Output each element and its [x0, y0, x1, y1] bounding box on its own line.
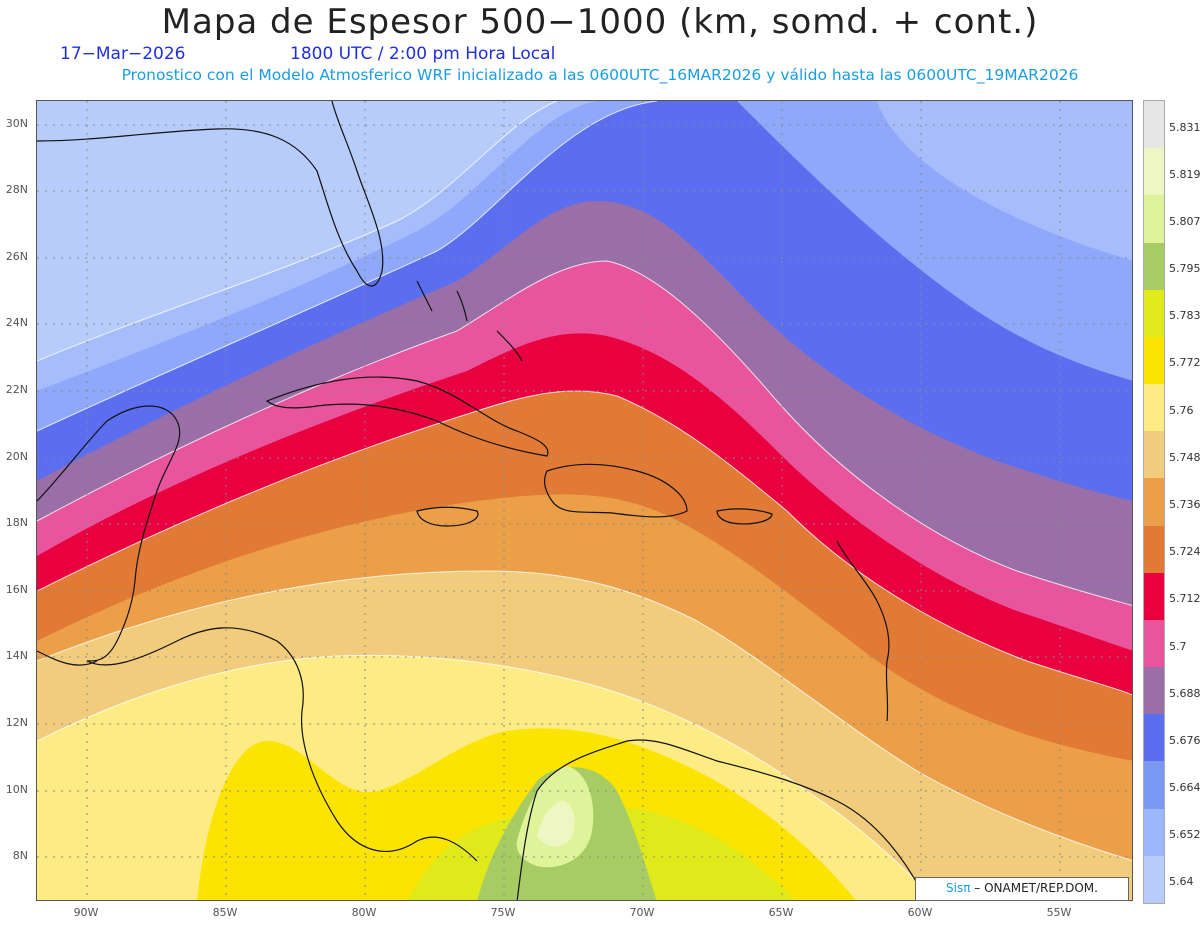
lat-label: 18N	[5, 516, 28, 529]
map-title: Mapa de Espesor 500−1000 (km, somd. + co…	[161, 2, 1039, 42]
colorbar-segment	[1144, 808, 1164, 856]
colorbar-level-label: 5.795	[1169, 262, 1200, 276]
colorbar-level-label: 5.748	[1169, 450, 1200, 464]
lon-label: 75W	[490, 906, 516, 919]
colorbar-level-label: 5.807	[1169, 214, 1200, 228]
lat-label: 14N	[5, 649, 28, 662]
colorbar-segment	[1144, 242, 1164, 290]
colorbar-segment	[1144, 855, 1164, 903]
colorbar	[1143, 100, 1165, 904]
lat-label: 28N	[5, 183, 28, 196]
lat-label: 10N	[5, 783, 28, 796]
lon-label: 55W	[1046, 906, 1072, 919]
lat-label: 30N	[5, 117, 28, 130]
colorbar-level-label: 5.819	[1169, 167, 1200, 181]
thickness-map	[36, 100, 1133, 901]
colorbar-level-label: 5.831	[1169, 120, 1200, 134]
lon-label: 90W	[73, 906, 99, 919]
colorbar-level-label: 5.688	[1169, 686, 1200, 700]
colorbar-level-label: 5.772	[1169, 356, 1200, 370]
colorbar-level-label: 5.736	[1169, 498, 1200, 511]
colorbar-level-label: 5.76	[1169, 403, 1194, 417]
credit-brand: Sisπ	[946, 881, 971, 895]
colorbar-level-label: 5.783	[1169, 309, 1200, 323]
colorbar-segment	[1144, 478, 1164, 526]
colorbar-segment	[1144, 572, 1164, 620]
valid-date: 17−Mar−2026	[60, 44, 186, 64]
lon-label: 60W	[907, 906, 933, 919]
colorbar-level-label: 5.676	[1169, 733, 1200, 747]
colorbar-segment	[1144, 619, 1164, 668]
lat-label: 24N	[5, 316, 28, 329]
colorbar-segment	[1144, 431, 1164, 479]
graticule	[37, 101, 1132, 900]
colorbar-segment	[1144, 761, 1164, 809]
lon-label: 70W	[629, 906, 655, 919]
colorbar-level-label: 5.664	[1169, 781, 1200, 795]
colorbar-segment	[1144, 336, 1164, 385]
lat-label: 12N	[5, 716, 28, 729]
colorbar-segment	[1144, 714, 1164, 762]
lat-label: 16N	[5, 583, 28, 596]
colorbar-segment	[1144, 148, 1164, 196]
colorbar-level-label: 5.712	[1169, 592, 1200, 606]
map-canvas	[37, 101, 1132, 900]
contour-lines	[37, 101, 1132, 900]
credit-box: Sisπ – ONAMET/REP.DOM.	[915, 877, 1129, 901]
coastlines	[37, 101, 927, 900]
colorbar-segment	[1144, 384, 1164, 432]
credit-text: – ONAMET/REP.DOM.	[974, 881, 1098, 895]
lon-label: 80W	[351, 906, 377, 919]
colorbar-level-label: 5.652	[1169, 828, 1200, 842]
colorbar-level-label: 5.64	[1169, 875, 1194, 889]
lat-label: 22N	[5, 383, 28, 396]
lat-label: 20N	[5, 450, 28, 463]
colorbar-level-label: 5.7	[1169, 639, 1187, 653]
lon-label: 85W	[212, 906, 238, 919]
valid-time: 1800 UTC / 2:00 pm Hora Local	[290, 44, 556, 64]
colorbar-segment	[1144, 101, 1164, 149]
lat-label: 8N	[12, 849, 28, 862]
colorbar-segment	[1144, 667, 1164, 715]
lat-label: 26N	[5, 250, 28, 263]
colorbar-segment	[1144, 195, 1164, 243]
forecast-info: Pronostico con el Modelo Atmosferico WRF…	[121, 66, 1079, 84]
band-5819	[537, 801, 575, 847]
lon-label: 65W	[768, 906, 794, 919]
colorbar-level-label: 5.724	[1169, 545, 1200, 559]
colorbar-segment	[1144, 525, 1164, 573]
colorbar-segment	[1144, 289, 1164, 337]
